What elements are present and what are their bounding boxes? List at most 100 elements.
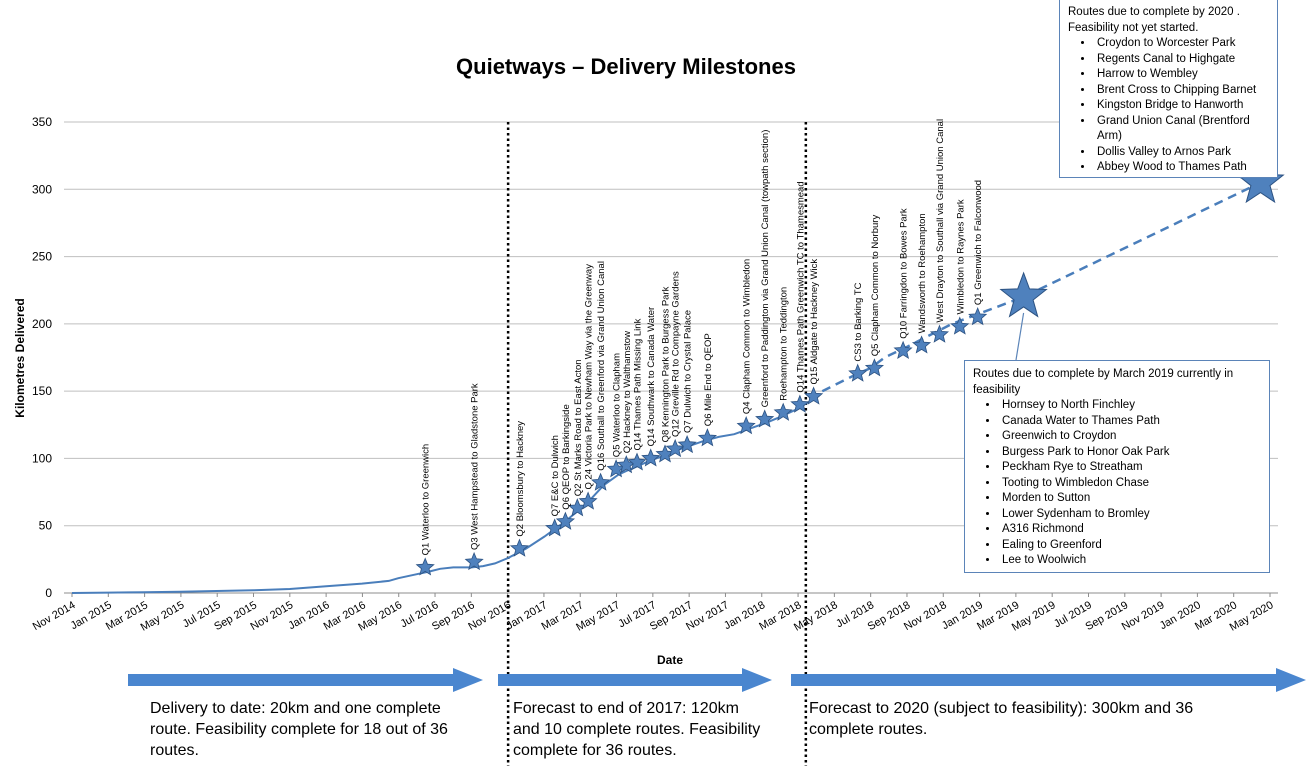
milestone-star bbox=[773, 402, 793, 421]
y-tick-label: 250 bbox=[32, 250, 52, 264]
milestone-label: Q7 E&C to Dulwich bbox=[550, 435, 561, 516]
milestone-label: Q16 Southall to Greenford via Grand Unio… bbox=[596, 261, 607, 471]
callout-connectors bbox=[1015, 164, 1257, 361]
milestone-star bbox=[968, 307, 988, 326]
milestone-label: Q5 Clapham Common to Norbury bbox=[870, 215, 881, 357]
phase-text-2017: Forecast to end of 2017: 120km and 10 co… bbox=[513, 700, 761, 759]
route-item: Dollis Valley to Arnos Park bbox=[1094, 145, 1277, 161]
milestone-star bbox=[736, 416, 756, 435]
y-tick-label: 0 bbox=[45, 586, 52, 600]
milestone-label: Q2 Bloomsbury to Hackney bbox=[515, 421, 526, 537]
milestone-star bbox=[848, 363, 868, 382]
forecast-star bbox=[999, 271, 1048, 318]
phase-arrow bbox=[791, 668, 1306, 692]
milestone-star bbox=[578, 491, 598, 510]
y-tick-label: 350 bbox=[32, 115, 52, 129]
callout-routes-2020: Routes due to complete by 2020 . Feasibi… bbox=[1059, 0, 1278, 178]
milestone-star bbox=[697, 428, 718, 447]
phase-arrows bbox=[128, 668, 1306, 692]
milestone-star bbox=[641, 448, 661, 467]
milestone-label: West Drayton to Southall via Grand Union… bbox=[935, 119, 946, 323]
milestone-star bbox=[415, 557, 435, 576]
phase-arrow bbox=[498, 668, 772, 692]
milestone-label: Q8 Kennington Park to Burgess Park bbox=[661, 286, 672, 442]
milestone-label: Q5 Waterloo to Clapham bbox=[612, 353, 623, 457]
milestone-label: Q3 West Hampstead to Gladstone Park bbox=[470, 383, 481, 550]
milestone-label: Q14 Southwark to Canada Water bbox=[646, 307, 657, 447]
callout-2020-heading: Routes due to complete by 2020 . Feasibi… bbox=[1068, 6, 1240, 34]
series-line-solid bbox=[71, 401, 810, 594]
callout-connector bbox=[1015, 312, 1025, 361]
x-axis-label: Date bbox=[657, 653, 683, 667]
milestone-label: Q14 Thames Path Greenwich TC to Thamesme… bbox=[795, 181, 806, 392]
milestone-label: CS3 to Barking TC bbox=[853, 282, 864, 361]
milestone-label: Q2 Hackney to Walthamstow bbox=[622, 331, 633, 453]
route-item: Kingston Bridge to Hanworth bbox=[1094, 98, 1277, 114]
milestone-label: Q14 Thames Path Missing Link bbox=[633, 318, 644, 450]
callout-routes-2019: Routes due to complete by March 2019 cur… bbox=[964, 360, 1270, 573]
route-item: Greenwich to Croydon bbox=[999, 429, 1269, 445]
y-tick-labels: 0 50 100 150 200 250 300 350 bbox=[32, 115, 52, 600]
route-item: Regents Canal to Highgate bbox=[1094, 52, 1277, 68]
milestone-label: Wandsworth to Roehampton bbox=[917, 213, 928, 333]
milestone-label: Q12 Greville Rd to Compayne Gardens bbox=[671, 271, 682, 437]
callout-2019-list: Hornsey to North FinchleyCanada Water to… bbox=[973, 398, 1269, 569]
milestone-label: Q2 St Marks Road to East Acton bbox=[573, 359, 584, 496]
milestone-label: Q6 QEOP to Barkingside bbox=[561, 404, 572, 509]
milestone-label: Q7 Dulwich to Crystal Palace bbox=[683, 310, 694, 433]
callout-2019-heading: Routes due to complete by March 2019 cur… bbox=[973, 368, 1234, 396]
milestone-star bbox=[950, 316, 970, 335]
chart-title: Quietways – Delivery Milestones bbox=[456, 54, 796, 79]
route-item: Morden to Sutton bbox=[999, 491, 1269, 507]
milestone-star bbox=[677, 434, 697, 454]
milestone-label: Q1 Waterloo to Greenwich bbox=[421, 444, 432, 556]
phase-arrow bbox=[128, 668, 483, 692]
route-item: Hornsey to North Finchley bbox=[999, 398, 1269, 414]
route-item: Canada Water to Thames Path bbox=[999, 414, 1269, 430]
milestone-label: Q15 Aldgate to Hackney Wick bbox=[809, 259, 820, 385]
milestone-star bbox=[590, 472, 611, 491]
route-item: Burgess Park to Honor Oak Park bbox=[999, 445, 1269, 461]
milestone-label: Roehampton to Teddington bbox=[779, 287, 790, 401]
phase-text-delivery: Delivery to date: 20km and one complete … bbox=[150, 700, 448, 759]
milestone-label: Wimbledon to Raynes Park bbox=[955, 199, 966, 314]
y-tick-label: 50 bbox=[39, 519, 53, 533]
y-tick-label: 150 bbox=[32, 384, 52, 398]
milestone-label: Q4 Clapham Common to Wimbledon bbox=[742, 259, 753, 414]
callout-2020-list: Croydon to Worcester ParkRegents Canal t… bbox=[1068, 36, 1277, 176]
route-item: A316 Richmond bbox=[999, 522, 1269, 538]
route-item: Ealing to Greenford bbox=[999, 538, 1269, 554]
route-item: Croydon to Worcester Park bbox=[1094, 36, 1277, 52]
milestone-label: Greenford to Paddington via Grand Union … bbox=[760, 130, 771, 408]
milestone-star bbox=[627, 452, 647, 471]
milestone-star bbox=[911, 335, 932, 354]
milestone-star bbox=[803, 386, 824, 405]
milestone-star bbox=[893, 340, 913, 359]
route-item: Tooting to Wimbledon Chase bbox=[999, 476, 1269, 492]
milestone-star bbox=[864, 358, 885, 377]
milestone-label: Q1 Greenwich to Falconwood bbox=[973, 180, 984, 305]
y-axis-label: Kilometres Delivered bbox=[13, 298, 27, 417]
milestone-label: Q6 Mile End to QEOP bbox=[703, 333, 714, 426]
milestone-star bbox=[790, 394, 810, 413]
milestone-star bbox=[555, 511, 576, 530]
route-item: Peckham Rye to Streatham bbox=[999, 460, 1269, 476]
milestone-star bbox=[464, 551, 484, 571]
route-item: Lee to Woolwich bbox=[999, 553, 1269, 569]
route-item: Grand Union Canal (Brentford Arm) bbox=[1094, 114, 1277, 145]
milestone-label: Q 24 Victoria Park to Newham Way via the… bbox=[584, 264, 595, 490]
route-item: Harrow to Wembley bbox=[1094, 67, 1277, 83]
y-tick-label: 300 bbox=[32, 182, 52, 196]
phase-text-2020: Forecast to 2020 (subject to feasibility… bbox=[809, 700, 1194, 738]
milestone-labels: Q1 Waterloo to Greenwich Q3 West Hampstea… bbox=[421, 119, 985, 555]
x-tick-label: Nov 2014 bbox=[31, 599, 78, 633]
milestone-star bbox=[665, 438, 685, 458]
route-item: Brent Cross to Chipping Barnet bbox=[1094, 83, 1277, 99]
y-tick-label: 100 bbox=[32, 451, 52, 465]
milestone-star bbox=[509, 538, 530, 557]
milestone-star bbox=[929, 324, 949, 343]
milestone-star bbox=[755, 409, 775, 428]
route-item: Lower Sydenham to Bromley bbox=[999, 507, 1269, 523]
